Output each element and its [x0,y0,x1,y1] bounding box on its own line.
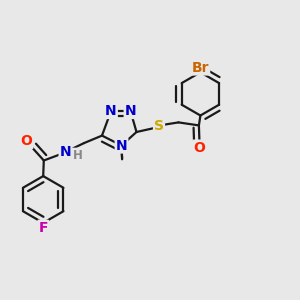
Text: F: F [38,221,48,235]
Text: N: N [60,145,71,159]
Text: N: N [105,104,117,118]
Text: N: N [116,139,127,152]
Text: O: O [194,141,206,154]
Text: Br: Br [192,61,209,74]
Text: H: H [73,148,82,162]
Text: N: N [125,104,136,118]
Text: S: S [154,119,164,133]
Text: O: O [20,134,32,148]
